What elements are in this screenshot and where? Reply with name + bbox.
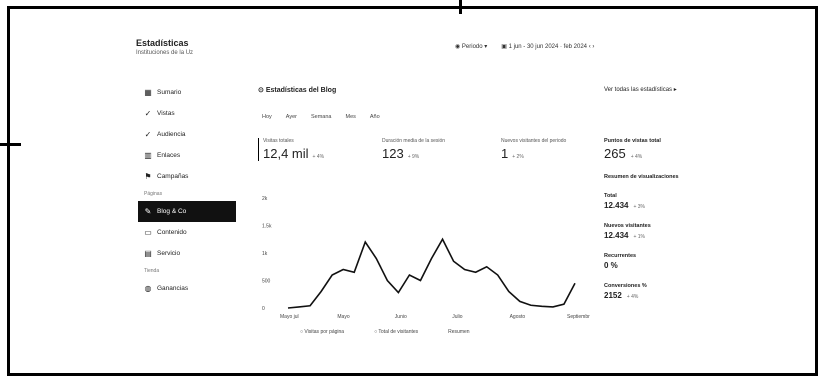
check-icon: ✓: [144, 130, 152, 139]
sidebar-item-audiencia[interactable]: ✓ Audiencia: [144, 130, 186, 139]
sidebar-item-servicio[interactable]: ▤ Servicio: [144, 249, 181, 258]
summary-item: Total 12.434 + 3%: [604, 193, 646, 210]
check-icon: ✓: [144, 109, 152, 118]
sidebar-item-enlaces[interactable]: ▥ Enlaces: [144, 151, 181, 160]
topbar: ◉ Periodo ▾ ▣ 1 jun - 30 jun 2024 · feb …: [455, 43, 594, 50]
x-tick-label: Julio: [452, 314, 463, 320]
summary-item: Conversiones % 2152 + 4%: [604, 283, 647, 300]
x-tick-label: Mayo: [337, 314, 349, 320]
metric-cards: Visitas totales 12,4 mil + 4% Duración me…: [258, 138, 616, 161]
y-tick-label: 1k: [262, 251, 268, 257]
summary-panel: Puntos de vistas total 265 + 4% Resumen d…: [604, 138, 714, 313]
date-range-picker[interactable]: ▣ 1 jun - 30 jun 2024 · feb 2024 ‹ ›: [501, 44, 595, 50]
page-title: ⊙ Estadísticas del Blog: [258, 87, 337, 94]
tab-mes[interactable]: Mes: [345, 114, 356, 120]
x-tick-label: Agosto: [510, 314, 526, 320]
y-tick-label: 2k: [262, 196, 268, 202]
summary-heading: Resumen de visualizaciones: [604, 174, 679, 180]
tab-ayer[interactable]: Ayer: [285, 114, 297, 120]
bag-icon: ◍: [144, 284, 152, 293]
tab-hoy[interactable]: Hoy: [262, 114, 272, 120]
series-line: [287, 237, 576, 309]
view-all-link[interactable]: Ver todas las estadísticas ▸: [604, 87, 677, 93]
frame-tick: [459, 0, 462, 14]
tab-ano[interactable]: Año: [369, 114, 380, 120]
sidebar-item-sumario[interactable]: ▦ Sumario: [144, 88, 182, 97]
tab-semana[interactable]: Semana: [311, 114, 332, 120]
sidebar-item-campanas[interactable]: ⚑ Campañas: [144, 172, 189, 181]
period-tabs: Hoy Ayer Semana Mes Año: [262, 114, 380, 120]
period-filter[interactable]: ◉ Periodo ▾: [455, 44, 488, 50]
metric-card[interactable]: Nuevos visitantes del periodo 1 + 2%: [501, 138, 567, 161]
grid-icon: ▦: [144, 88, 152, 97]
sidebar-item-ganancias[interactable]: ◍ Ganancias: [144, 284, 189, 293]
legend-item[interactable]: ○ Visitas por página: [300, 329, 345, 335]
y-tick-label: 0: [262, 306, 265, 312]
screenshot-frame: [7, 6, 818, 376]
x-tick-label: Mayo jul: [280, 314, 299, 320]
flag-icon: ⚑: [144, 172, 152, 181]
line-chart: 2k 1.5k 1k 500 0 Mayo jul Mayo Junio Julio Agosto…: [262, 196, 590, 320]
legend-item[interactable]: Resumen: [448, 329, 470, 335]
chart-icon: ▥: [144, 151, 152, 160]
sidebar-item-vistas[interactable]: ✓ Vistas: [144, 109, 175, 118]
sidebar-section-label: Páginas: [144, 191, 163, 197]
brand-subtitle: Instituciones de la Uz: [136, 50, 194, 56]
y-tick-label: 500: [262, 279, 271, 285]
summary-item: Recurrentes 0 %: [604, 253, 637, 270]
sidebar-section-label: Tienda: [144, 268, 160, 274]
legend-item[interactable]: ○ Total de visitantes: [374, 329, 419, 335]
sidebar-item-contenido[interactable]: ▭ Contenido: [144, 228, 187, 237]
sidebar: ▦ Sumario ✓ Vistas ✓ Audiencia ▥ Enlaces ⚑ Ca…: [138, 82, 236, 299]
chart-legend: ○ Visitas por página ○ Total de visitant…: [300, 329, 470, 335]
x-tick-label: Junio: [395, 314, 407, 320]
brand: Estadísticas Instituciones de la Uz: [136, 38, 193, 56]
frame-tick: [0, 143, 21, 146]
summary-item: Nuevos visitantes 12.434 + 1%: [604, 223, 651, 240]
brand-title: Estadísticas: [136, 38, 189, 48]
box-icon: ▭: [144, 228, 152, 237]
x-tick-label: Septiembre: [567, 314, 590, 320]
sidebar-item-blog[interactable]: ✎ Blog & Co: [138, 201, 236, 222]
metric-card[interactable]: Duración media de la sesión 123 + 9%: [382, 138, 446, 161]
summary-metric: Puntos de vistas total 265 + 4%: [604, 138, 661, 161]
metric-card[interactable]: Visitas totales 12,4 mil + 4%: [258, 138, 378, 161]
doc-icon: ▤: [144, 249, 152, 258]
pencil-icon: ✎: [144, 207, 152, 216]
y-tick-label: 1.5k: [262, 224, 272, 230]
main-header: ⊙ Estadísticas del Blog: [258, 86, 708, 94]
